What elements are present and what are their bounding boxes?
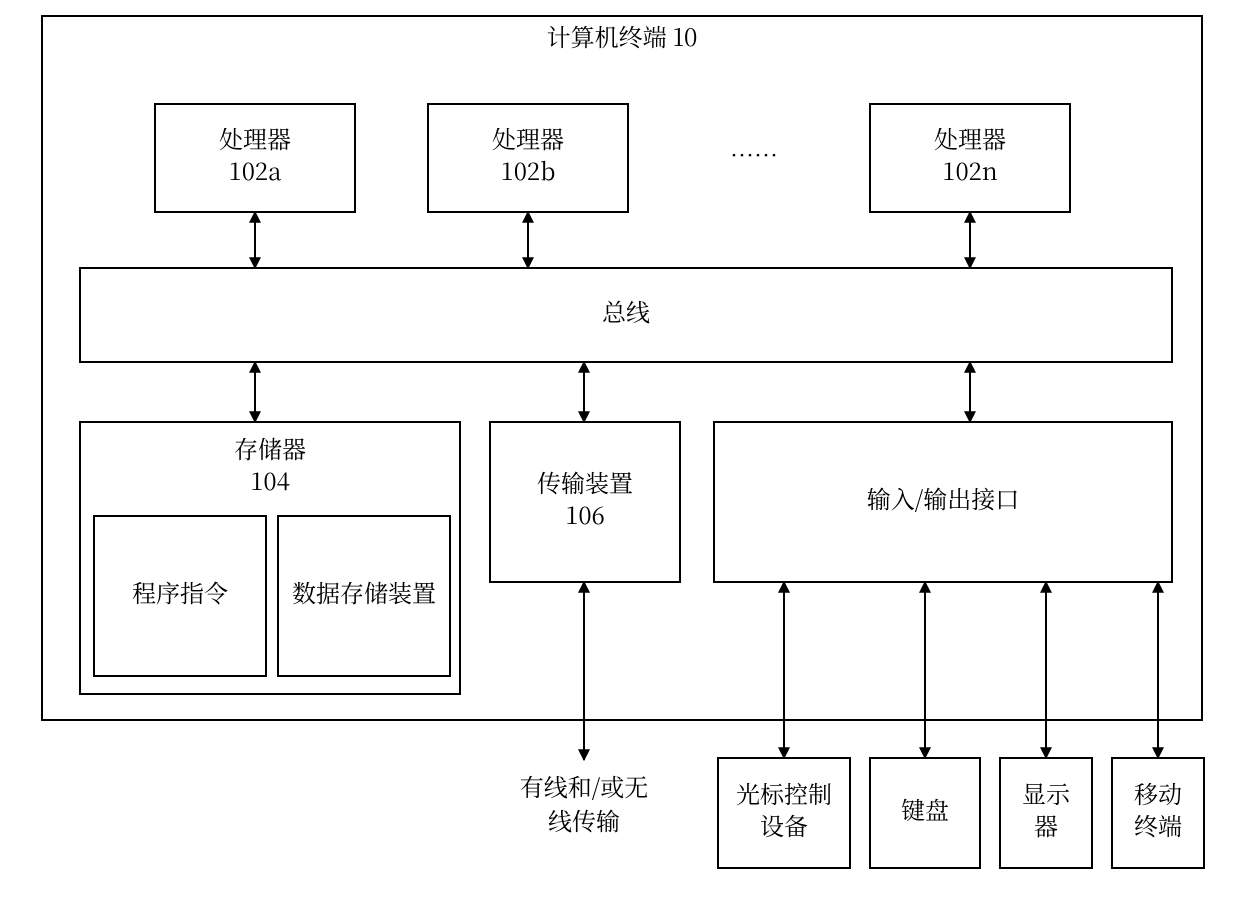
memory-label-1: 104 (250, 462, 290, 497)
bus-label-0: 总线 (602, 293, 650, 328)
architecture-diagram: 计算机终端 10处理器102a处理器102b处理器102n……总线存储器104程… (0, 0, 1239, 902)
network-text-1: 线传输 (548, 802, 620, 837)
processor-b-label-0: 处理器 (492, 120, 564, 155)
mobile-terminal-label-0: 移动 (1134, 775, 1182, 810)
cursor-control-device-label-1: 设备 (760, 807, 808, 842)
transfer-device-label-0: 传输装置 (537, 464, 633, 499)
network-text-0: 有线和/或无 (520, 768, 648, 803)
outer-title: 计算机终端 10 (547, 18, 698, 53)
processor-ellipsis: …… (730, 136, 778, 171)
memory-label-0: 存储器 (234, 430, 306, 465)
processor-a-label-1: 102a (229, 152, 283, 187)
processor-n-label-0: 处理器 (934, 120, 1006, 155)
mobile-terminal-label-1: 终端 (1134, 807, 1182, 842)
transfer-device-label-1: 106 (565, 496, 605, 531)
processor-n-label-1: 102n (942, 152, 998, 187)
display-label-1: 器 (1034, 807, 1058, 842)
processor-a-label-0: 处理器 (219, 120, 291, 155)
memory-data-storage-label-0: 数据存储装置 (292, 574, 436, 609)
processor-b-label-1: 102b (501, 152, 556, 187)
display-label-0: 显示 (1022, 775, 1071, 810)
cursor-control-device-label-0: 光标控制 (736, 775, 832, 810)
keyboard-label-0: 键盘 (901, 791, 949, 826)
io-interface-label-0: 输入/输出接口 (867, 480, 1019, 515)
memory-program-instructions-label-0: 程序指令 (132, 574, 228, 609)
